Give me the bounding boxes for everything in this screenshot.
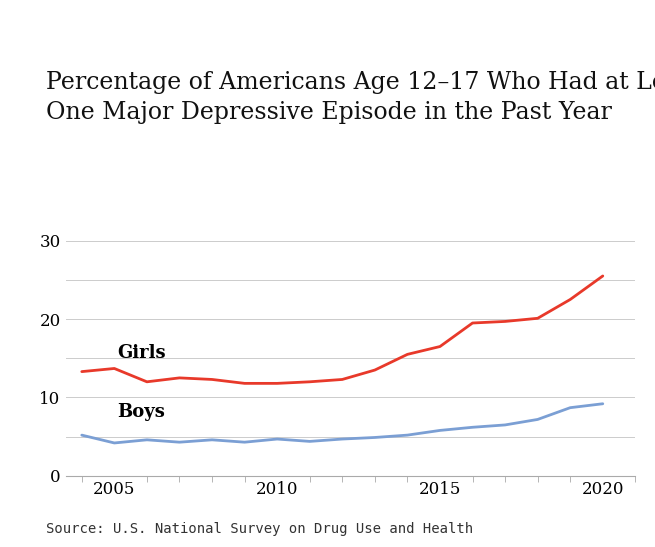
Text: Source: U.S. National Survey on Drug Use and Health: Source: U.S. National Survey on Drug Use… [46, 522, 473, 536]
Text: Girls: Girls [118, 344, 166, 362]
Text: Boys: Boys [118, 403, 166, 421]
Text: Percentage of Americans Age 12–17 Who Had at Least
One Major Depressive Episode : Percentage of Americans Age 12–17 Who Ha… [46, 71, 655, 124]
